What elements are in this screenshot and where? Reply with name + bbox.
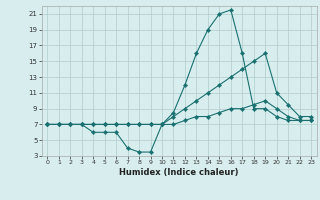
X-axis label: Humidex (Indice chaleur): Humidex (Indice chaleur) (119, 168, 239, 177)
